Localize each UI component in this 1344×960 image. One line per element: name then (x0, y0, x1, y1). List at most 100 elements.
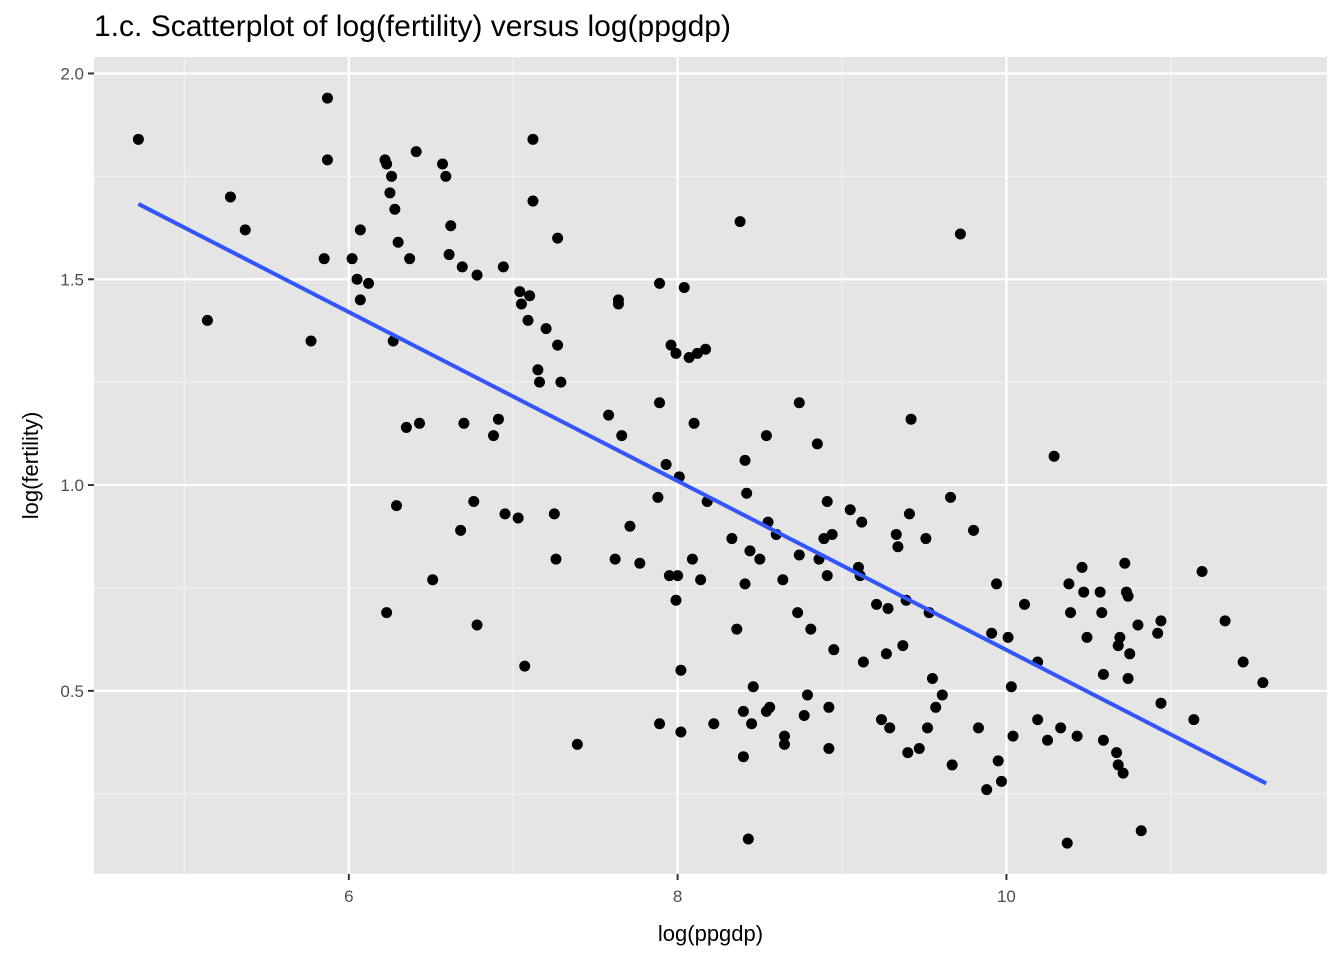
data-point (534, 376, 546, 388)
data-point (737, 705, 749, 717)
data-point (920, 533, 932, 545)
data-point (890, 528, 902, 540)
data-point (527, 133, 539, 145)
data-point (1112, 640, 1124, 652)
data-point (882, 603, 894, 615)
data-point (665, 339, 677, 351)
data-point (1076, 561, 1088, 573)
minor-grid (94, 57, 1327, 874)
data-point (857, 656, 869, 668)
data-point (670, 594, 682, 606)
data-point (455, 524, 467, 536)
regression-line (137, 202, 1268, 786)
data-point (571, 738, 583, 750)
data-point (512, 512, 524, 524)
data-point (612, 298, 624, 310)
data-point (616, 430, 628, 442)
data-point (1135, 825, 1147, 837)
data-point (363, 277, 375, 289)
data-point (437, 158, 449, 170)
data-point (1122, 590, 1134, 602)
data-point (654, 397, 666, 409)
data-point (1188, 714, 1200, 726)
data-point (1122, 672, 1134, 684)
chart-title: 1.c. Scatterplot of log(fertility) versu… (94, 10, 731, 43)
data-point (1061, 837, 1073, 849)
data-point (427, 574, 439, 586)
data-point (1097, 668, 1109, 680)
data-point (744, 545, 756, 557)
data-point (1196, 565, 1208, 577)
data-point (856, 516, 868, 528)
data-point (548, 508, 560, 520)
data-point (381, 607, 393, 619)
data-point (414, 417, 426, 429)
y-axis-label: log(fertility) (18, 412, 43, 520)
data-point (532, 364, 544, 376)
data-point (1007, 730, 1019, 742)
data-point (321, 154, 333, 166)
data-point (992, 755, 1004, 767)
data-point (1019, 598, 1031, 610)
data-point (871, 598, 883, 610)
data-point (672, 570, 684, 582)
data-point (968, 524, 980, 536)
data-point (497, 261, 509, 273)
data-point (995, 775, 1007, 787)
data-point (926, 672, 938, 684)
tick-labels: 6 8 10 0.5 1.0 1.5 2.0 (60, 64, 1016, 906)
data-point (737, 751, 749, 763)
data-point (540, 323, 552, 335)
data-point (660, 458, 672, 470)
data-point (321, 92, 333, 104)
data-point (792, 607, 804, 619)
data-point (897, 640, 909, 652)
data-point (663, 570, 675, 582)
data-point (492, 413, 504, 425)
data-point (524, 290, 536, 302)
data-point (760, 430, 772, 442)
data-point (389, 203, 401, 215)
data-point (875, 714, 887, 726)
data-point (754, 553, 766, 565)
data-point (1063, 578, 1075, 590)
data-point (1065, 607, 1077, 619)
data-point (1002, 631, 1014, 643)
data-point (945, 491, 957, 503)
data-point (443, 249, 455, 261)
data-point (739, 454, 751, 466)
data-point (793, 549, 805, 561)
data-point (400, 421, 412, 433)
data-point (683, 351, 695, 363)
data-point (318, 253, 330, 265)
data-point (381, 158, 393, 170)
data-point (445, 220, 457, 232)
data-point (354, 224, 366, 236)
data-point (946, 759, 958, 771)
data-point (903, 508, 915, 520)
data-point (821, 570, 833, 582)
data-point (471, 269, 483, 281)
major-grid (94, 57, 1327, 874)
data-point (747, 681, 759, 693)
data-point (818, 533, 830, 545)
data-point (793, 397, 805, 409)
data-point (519, 660, 531, 672)
data-point (351, 273, 363, 285)
data-point (826, 528, 838, 540)
data-point (404, 253, 416, 265)
data-point (801, 689, 813, 701)
data-point (386, 170, 398, 182)
data-point (972, 722, 984, 734)
data-point (654, 277, 666, 289)
y-tick-label: 1.0 (60, 476, 84, 495)
data-point (392, 236, 404, 248)
y-tick-label: 2.0 (60, 64, 84, 83)
data-point (354, 294, 366, 306)
data-point (201, 314, 213, 326)
data-point (1219, 615, 1231, 627)
data-point (239, 224, 251, 236)
data-point (778, 738, 790, 750)
data-point (346, 253, 358, 265)
